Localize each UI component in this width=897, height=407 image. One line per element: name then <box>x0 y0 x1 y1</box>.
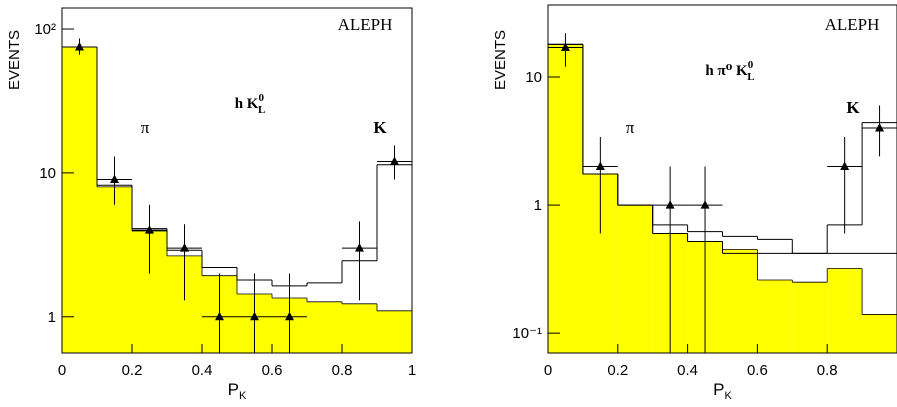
data-point <box>145 225 154 234</box>
y-tick-label: 10² <box>34 21 56 38</box>
annotation-text: ALEPH <box>825 15 880 34</box>
hist-bar <box>617 205 653 353</box>
data-point <box>355 243 364 252</box>
annotation-text: h K <box>235 96 259 112</box>
annotation-text: ALEPH <box>338 15 393 34</box>
annotation: K <box>373 118 387 137</box>
data-point <box>840 161 850 171</box>
hist-bar <box>827 268 863 353</box>
hist-bar <box>722 249 758 353</box>
x-tick-label: 0 <box>544 362 552 379</box>
x-tick-label: 0.2 <box>122 362 143 379</box>
annotation-sub: L <box>258 104 265 116</box>
x-tick-label: 0.8 <box>817 362 838 379</box>
annotation: π <box>141 118 150 137</box>
annotation-text: K <box>846 98 860 117</box>
data-point <box>390 156 399 166</box>
data-point <box>180 243 189 252</box>
hist-bar <box>97 186 132 353</box>
plot-frame <box>61 7 413 354</box>
x-axis-label-main: P <box>228 380 239 399</box>
x-tick-label: 0.6 <box>747 362 768 379</box>
data-point <box>665 200 675 209</box>
data-point <box>700 200 710 209</box>
annotation-text: π <box>141 118 150 137</box>
hist-bar <box>548 44 583 353</box>
hist-bar <box>377 310 412 353</box>
x-tick-label: 0.8 <box>332 362 353 379</box>
data-point <box>875 122 885 132</box>
hist-bar <box>862 314 897 353</box>
x-tick-label: 1 <box>408 362 416 379</box>
annotation: ALEPH <box>825 15 880 34</box>
data-point <box>595 161 605 171</box>
annotation: π <box>626 118 635 137</box>
y-tick-label: 10 <box>39 165 56 182</box>
hist-bar <box>342 303 377 353</box>
hist-bar <box>792 282 828 353</box>
annotation-sub: L <box>747 71 754 83</box>
y-tick-label: 10 <box>525 69 542 86</box>
y-tick-label: 1 <box>534 197 542 214</box>
x-axis-label-sub: K <box>239 390 247 402</box>
x-tick-label: 0.4 <box>192 362 213 379</box>
hist-bar <box>307 301 342 353</box>
x-axis-label-main: P <box>713 380 724 399</box>
data-point <box>75 41 84 51</box>
x-tick-label: 0.6 <box>262 362 283 379</box>
data-point <box>110 174 119 183</box>
data-point <box>250 311 259 321</box>
annotation: K <box>846 98 860 117</box>
y-axis-label: EVENTS <box>6 30 23 90</box>
annotation-sup: 0 <box>748 59 754 71</box>
annotation-sup: 0 <box>258 92 264 104</box>
y-axis-label: EVENTS <box>492 30 509 90</box>
x-tick-label: 0 <box>58 362 66 379</box>
data-point <box>560 42 570 52</box>
x-axis-label: PK <box>228 380 247 402</box>
plot-area <box>62 38 412 353</box>
data-point <box>285 311 294 321</box>
annotation-text: h π⁰ K <box>705 63 748 79</box>
annotation: ALEPH <box>338 15 393 34</box>
y-tick-label: 10⁻¹ <box>512 325 542 342</box>
plot-area <box>548 33 897 353</box>
x-axis-label-sub: K <box>725 390 733 402</box>
hist-bar <box>62 46 97 353</box>
annotation-text: K <box>373 118 387 137</box>
x-axis-label: PK <box>713 380 732 402</box>
x-tick-label: 0.2 <box>607 362 628 379</box>
x-tick-label: 0.4 <box>677 362 698 379</box>
annotation: h π⁰ K0 L <box>705 59 754 83</box>
plot-frame <box>547 4 897 354</box>
annotation: h K0 L <box>235 92 266 116</box>
y-tick-label: 1 <box>48 309 56 326</box>
data-point <box>215 311 224 321</box>
annotation-text: π <box>626 118 635 137</box>
hist-bar <box>757 280 793 353</box>
